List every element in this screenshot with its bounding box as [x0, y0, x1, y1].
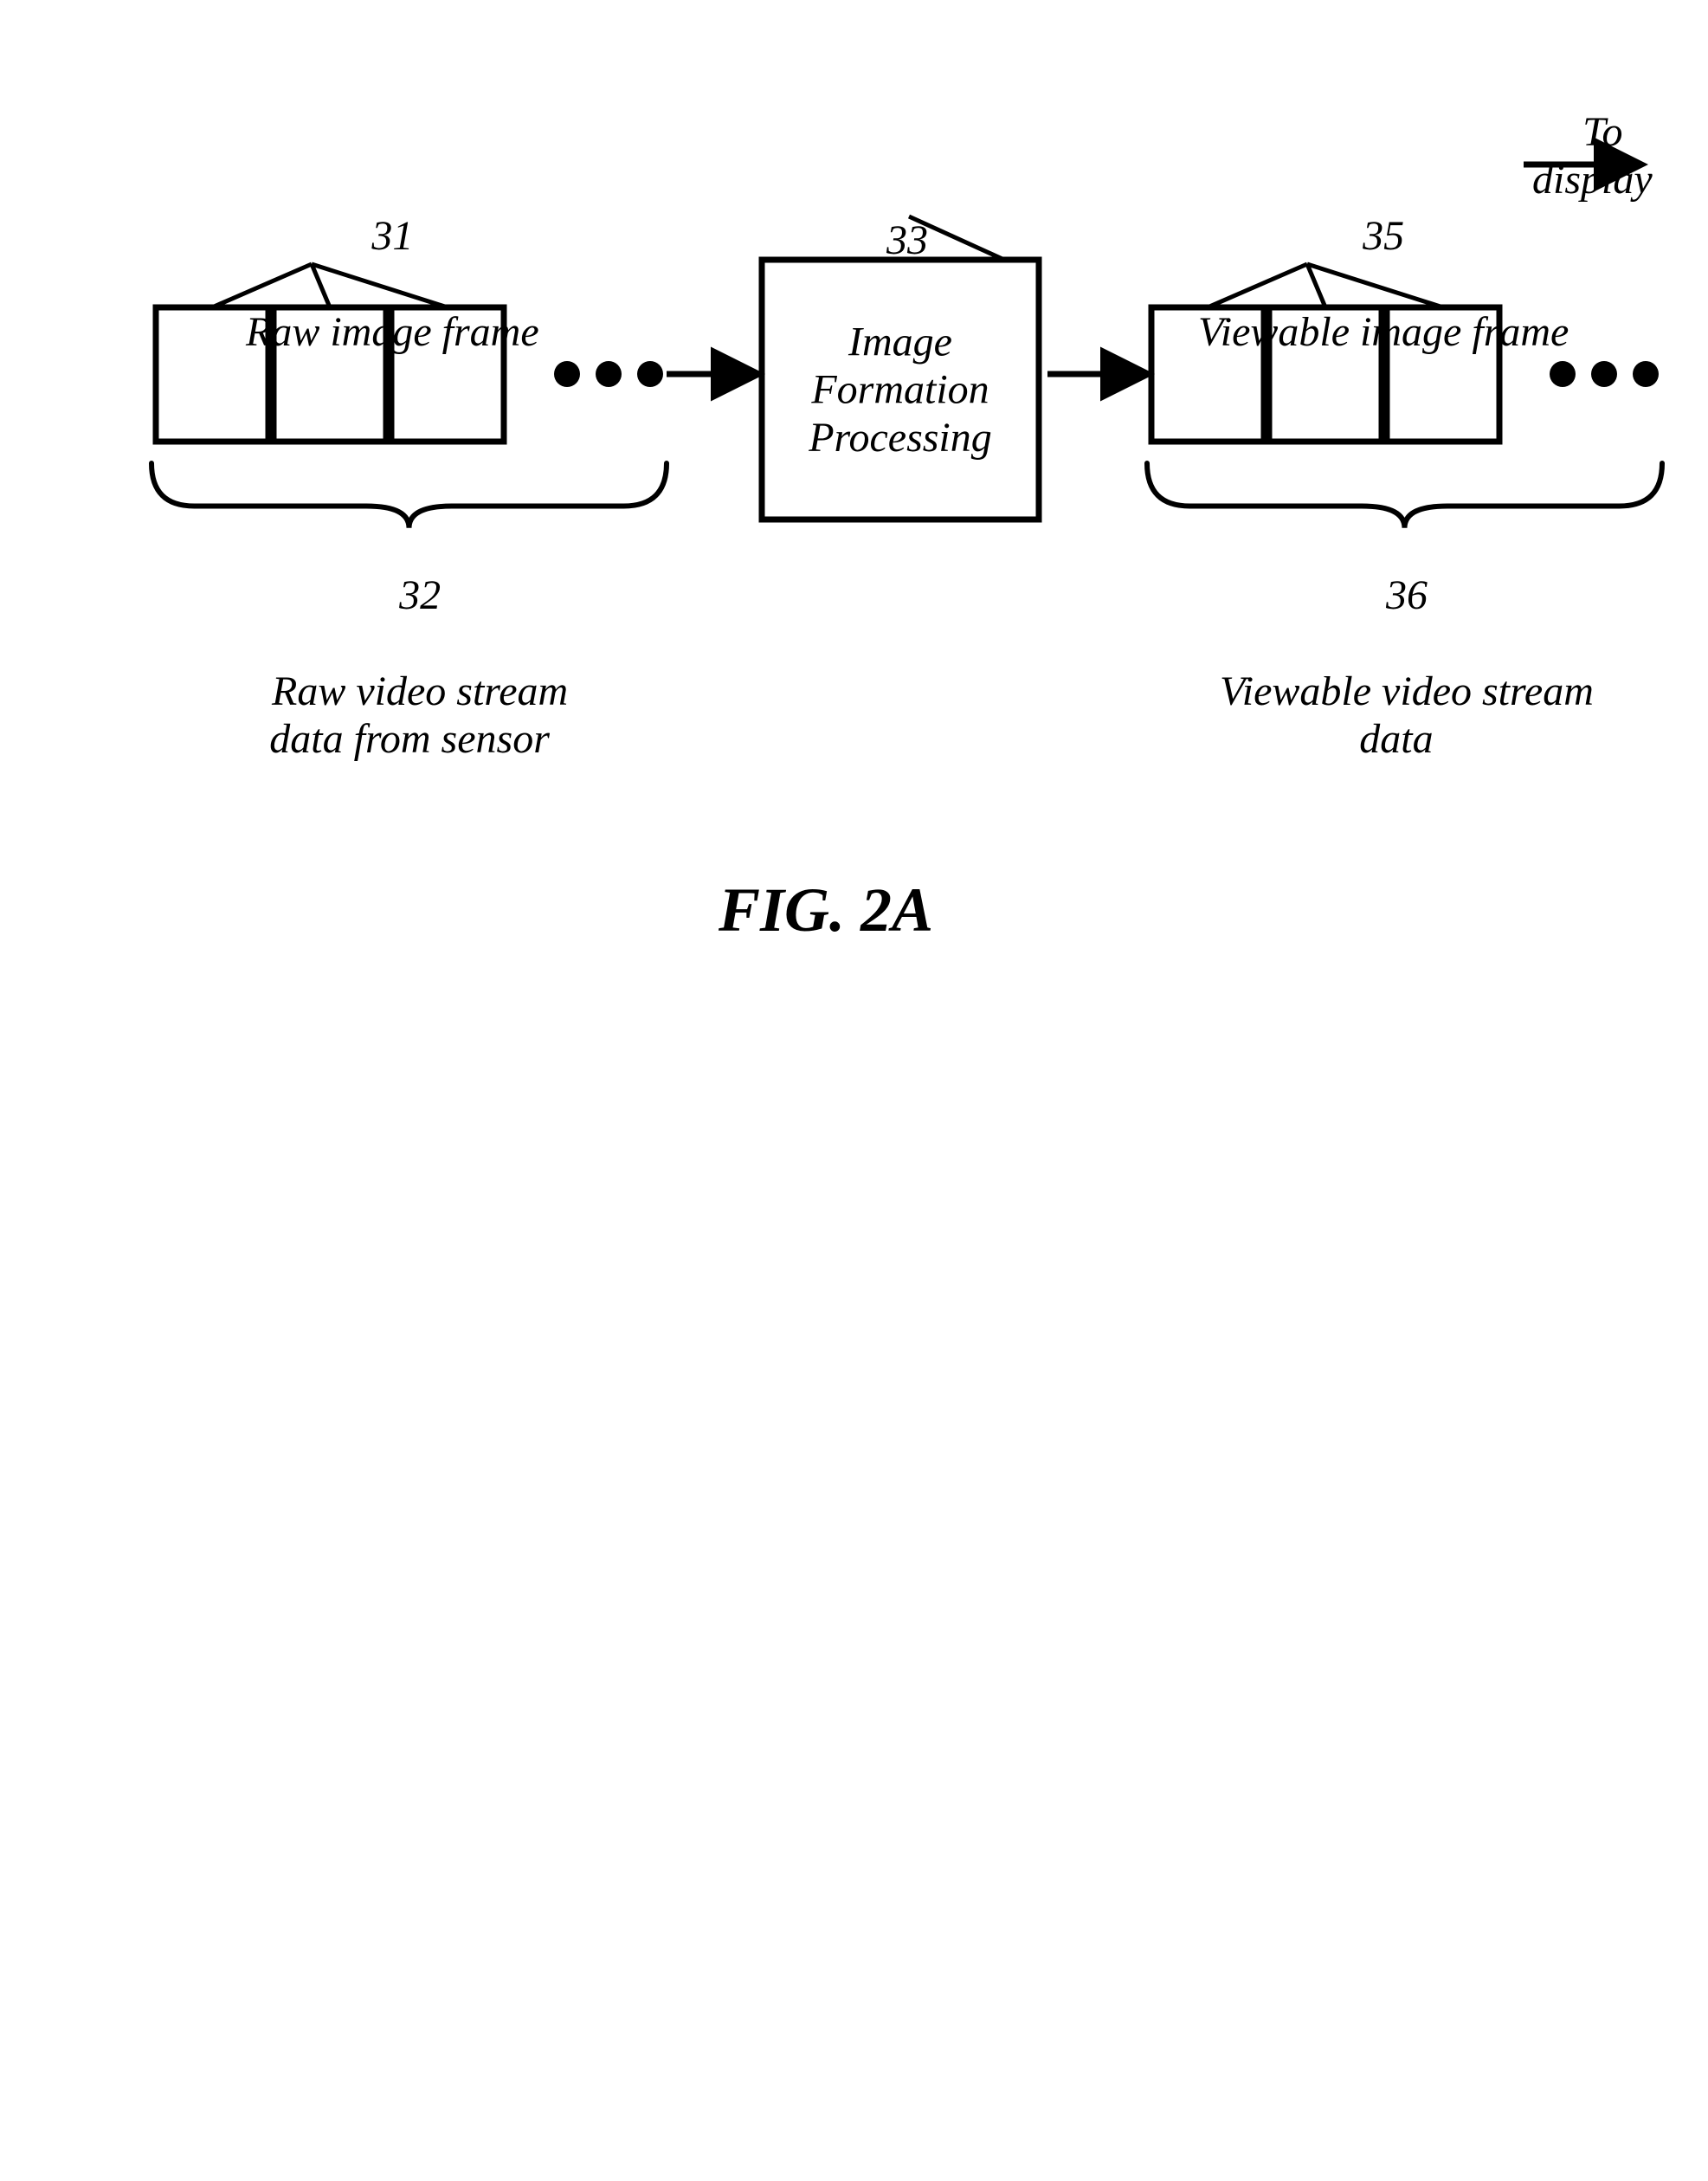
viewable-frame-num: 35: [1363, 213, 1404, 259]
processing-box-text: Image: [848, 319, 952, 365]
viewable-stream-text: Viewable video stream data: [1220, 668, 1594, 762]
viewable-dot: [1550, 361, 1576, 387]
figure-label: FIG. 2A: [719, 874, 933, 946]
raw-frame-num: 31: [371, 213, 413, 259]
processing-num: 33: [886, 217, 928, 263]
processing-num-label: 33: [866, 169, 928, 264]
raw-frame-text: Raw image frame: [246, 309, 539, 355]
viewable-stream-label: 36 Viewable video stream data: [1199, 524, 1594, 763]
raw-stream-num: 32: [399, 572, 441, 618]
viewable-frame-text: Viewable image frame: [1198, 309, 1569, 355]
viewable-dot: [1591, 361, 1617, 387]
raw-stream-label: 32 Raw video stream data from sensor: [251, 524, 568, 763]
viewable-dot: [1633, 361, 1659, 387]
raw-brace: [151, 463, 667, 528]
processing-box-text: Processing: [808, 415, 992, 461]
figure-label-text: FIG. 2A: [719, 875, 933, 945]
processing-box-text: Formation: [810, 367, 989, 413]
raw-dot: [637, 361, 663, 387]
raw-stream-text: Raw video stream data from sensor: [269, 668, 568, 762]
viewable-frame-label: 35 Viewable image frame: [1177, 165, 1569, 356]
to-display-label: To display: [1532, 61, 1653, 204]
raw-frame-label: 31 Raw image frame: [225, 165, 539, 356]
raw-dot: [596, 361, 622, 387]
viewable-stream-num: 36: [1386, 572, 1428, 618]
to-display-text: To display: [1532, 109, 1653, 203]
raw-dot: [554, 361, 580, 387]
viewable-brace: [1147, 463, 1662, 528]
